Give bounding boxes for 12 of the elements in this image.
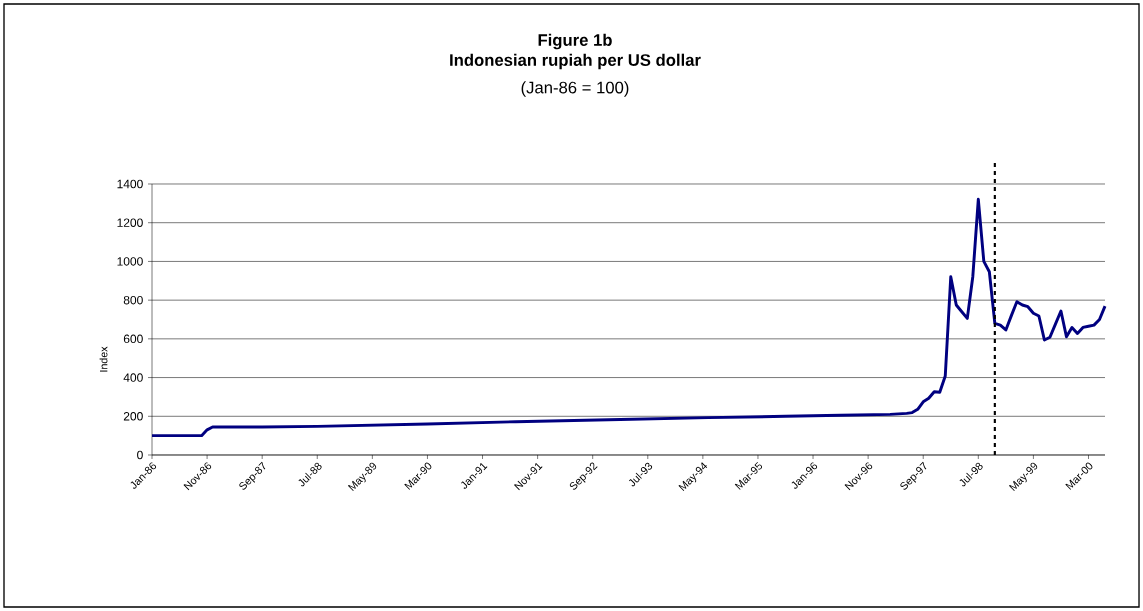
y-tick-label: 200 — [123, 412, 143, 421]
y-tick-label: 1200 — [117, 218, 143, 227]
line-series — [150, 197, 1107, 438]
chart-subtitle: (Jan-86 = 100) — [521, 81, 629, 97]
y-axis-title: Index — [99, 346, 108, 372]
y-tick-label: 600 — [123, 334, 143, 344]
y-tick-label: 400 — [123, 373, 143, 382]
y-tick-label: 0 — [137, 450, 143, 460]
y-tick-label: 1400 — [117, 179, 143, 189]
chart-title: Figure 1b Indonesian rupiah per US dollar — [450, 33, 701, 70]
y-tick-label: 1000 — [117, 257, 143, 266]
y-tick-label: 800 — [123, 295, 143, 305]
